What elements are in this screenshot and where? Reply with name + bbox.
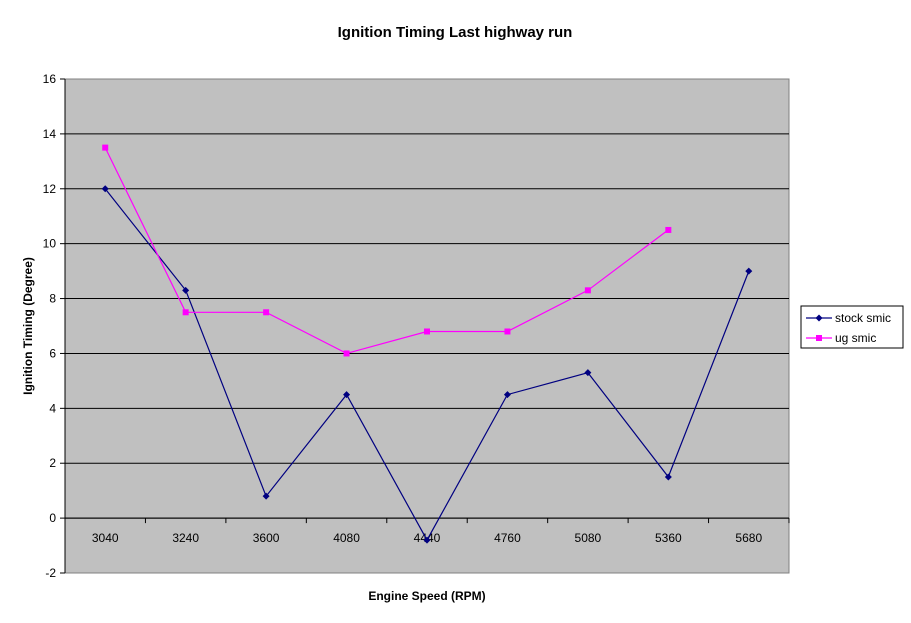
- data-point: [182, 286, 190, 294]
- series-layer: [101, 144, 753, 544]
- x-tick-label: 5080: [575, 531, 602, 545]
- data-point: [665, 226, 672, 233]
- legend-marker-stock-smic: [815, 314, 823, 322]
- data-point: [343, 391, 351, 399]
- data-point: [745, 267, 753, 275]
- y-tick-label: -2: [45, 566, 56, 580]
- y-tick-label: 4: [49, 401, 56, 415]
- y-tick-label: 6: [49, 346, 56, 360]
- data-point: [584, 369, 592, 377]
- data-point: [423, 536, 431, 544]
- legend-label-ug-smic: ug smic: [835, 331, 876, 345]
- data-point: [584, 287, 591, 294]
- x-tick-label: 5680: [735, 531, 762, 545]
- x-tick-label: 3040: [92, 531, 119, 545]
- y-axis-label: Ignition Timing (Degree): [21, 257, 35, 395]
- data-point: [343, 350, 350, 357]
- y-axis-ticks: -2 0 2 4 6 8 10 12 14 16: [43, 72, 66, 580]
- x-axis-ticks: 304032403600408044404760508053605680: [64, 517, 790, 545]
- x-axis-label: Engine Speed (RPM): [368, 589, 485, 603]
- x-tick-label: 4760: [494, 531, 521, 545]
- data-point: [102, 144, 109, 151]
- legend-label-stock-smic: stock smic: [835, 311, 891, 325]
- y-tick-label: 0: [49, 511, 56, 525]
- legend-marker-ug-smic: [816, 335, 822, 341]
- data-point: [424, 328, 430, 335]
- data-point: [263, 309, 270, 316]
- y-tick-label: 16: [43, 72, 57, 86]
- x-tick-label: 5360: [655, 531, 682, 545]
- x-tick-label: 4080: [333, 531, 360, 545]
- data-point: [664, 473, 672, 481]
- y-tick-label: 2: [49, 456, 56, 470]
- y-tick-label: 14: [43, 127, 57, 141]
- y-tick-label: 12: [43, 182, 57, 196]
- y-tick-label: 10: [43, 237, 57, 251]
- legend: stock smic ug smic: [800, 305, 904, 349]
- chart-title: Ignition Timing Last highway run: [338, 24, 573, 41]
- data-point: [262, 492, 270, 500]
- series-line-ug-smic: [104, 147, 669, 355]
- x-tick-label: 3240: [172, 531, 199, 545]
- grid-lines: [65, 133, 789, 519]
- data-point: [182, 309, 189, 316]
- data-point: [101, 185, 109, 193]
- data-point: [503, 391, 511, 399]
- y-tick-label: 8: [49, 292, 56, 306]
- x-tick-label: 3600: [253, 531, 280, 545]
- plot-area: [64, 78, 790, 574]
- data-point: [504, 328, 511, 335]
